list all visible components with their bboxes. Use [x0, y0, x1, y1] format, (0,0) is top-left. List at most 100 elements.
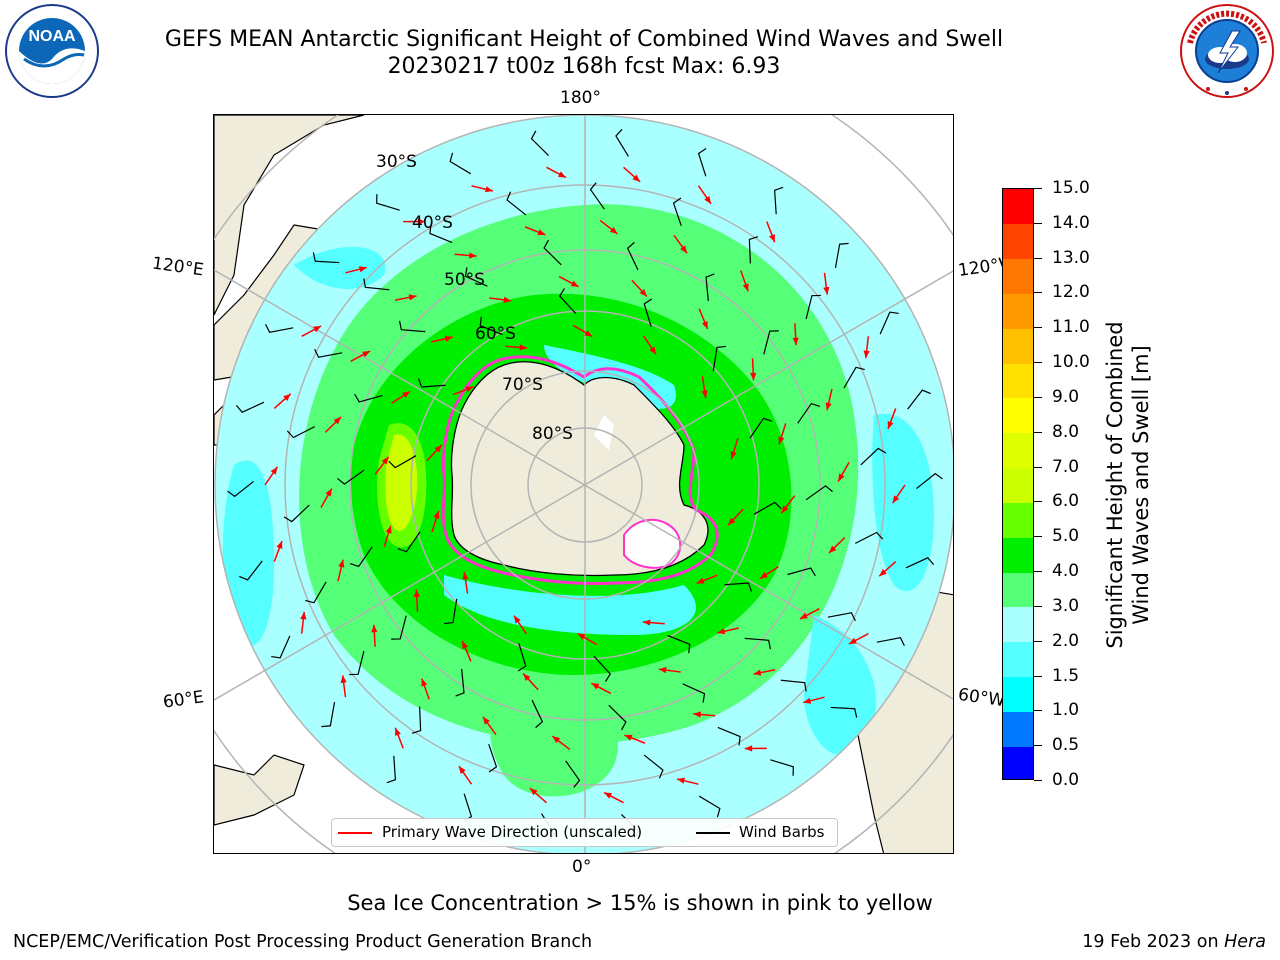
colorbar-segment	[1003, 676, 1033, 712]
wave-arrow-head	[632, 174, 641, 182]
colorbar-title-line1: Significant Height of Combined	[1103, 321, 1127, 649]
colorbar-tick	[1034, 675, 1042, 677]
wave-arrow-head	[879, 569, 887, 577]
wave-arrow-head	[557, 171, 566, 178]
wind-barb	[321, 702, 336, 728]
colorbar-tick	[1034, 362, 1042, 364]
wave-arrow-head	[358, 266, 367, 273]
wind-barb	[712, 345, 726, 372]
wave-arrow-head	[591, 683, 600, 690]
wind-barb	[283, 504, 310, 523]
wind-barb	[239, 560, 263, 581]
wave-arrow-head	[462, 640, 469, 649]
colorbar-tick-label: 10.0	[1052, 352, 1090, 373]
colorbar-tick-label: 1.0	[1052, 700, 1080, 721]
wave-arrow-head	[270, 466, 278, 475]
wind-barb	[787, 567, 816, 577]
wave-arrow-head	[395, 727, 401, 736]
wave-arrow-head	[649, 346, 657, 355]
wave-arrow-head	[604, 792, 613, 799]
wave-arrow-head	[537, 229, 546, 236]
wind-barb	[349, 650, 365, 676]
lat-label-40s: 40°S	[412, 213, 453, 233]
colorbar-segment	[1003, 537, 1033, 573]
wind-barb	[830, 706, 858, 718]
wind-barb	[363, 278, 390, 291]
colorbar-tick	[1034, 188, 1042, 189]
wind-barb	[698, 795, 721, 818]
wind-barb	[417, 378, 446, 388]
wind-barb	[697, 148, 707, 177]
wave-arrow-head	[338, 559, 345, 568]
colorbar-segment	[1003, 189, 1033, 225]
wind-barb	[854, 531, 884, 544]
wind-barb	[843, 366, 865, 389]
wave-arrow-head	[503, 296, 512, 303]
wave-arrow-head	[402, 391, 411, 398]
wind-barb	[354, 393, 383, 403]
wave-arrow-head	[803, 697, 812, 704]
wind-barb	[905, 557, 935, 569]
colorbar-tick-label: 2.0	[1052, 630, 1080, 651]
wind-barb	[770, 759, 794, 776]
lon-label-60e: 60°E	[161, 687, 206, 713]
lon-label-0: 0°	[572, 857, 592, 877]
weddell-sea-ice	[623, 518, 682, 569]
wave-arrow-head	[823, 286, 830, 295]
colorbar-tick	[1034, 745, 1042, 747]
run-date: 19 Feb 2023 on Hera	[1082, 932, 1266, 952]
colorbar-tick-label: 3.0	[1052, 595, 1080, 616]
colorbar-tick-label: 9.0	[1052, 386, 1080, 407]
wave-arrow-head	[680, 245, 687, 254]
sea-ice-edge	[441, 355, 719, 585]
wind-barb	[337, 469, 365, 485]
wind-barbs	[227, 128, 943, 842]
wind-barb	[558, 288, 577, 315]
lat-label-80s: 80°S	[532, 424, 573, 444]
wind-barb	[305, 581, 327, 604]
wind-barb	[444, 598, 458, 625]
wind-barb	[530, 130, 549, 156]
wind-barb	[398, 320, 426, 333]
wave-arrow-head	[750, 372, 757, 381]
wind-barb	[531, 699, 544, 729]
colorbar-tick-label: 13.0	[1052, 247, 1090, 268]
wave-arrow-head	[639, 288, 647, 297]
wind-barb	[565, 760, 581, 788]
wave-arrow-head	[701, 390, 708, 399]
wave-arrow-head	[728, 517, 736, 526]
colorbar-tick-label: 5.0	[1052, 526, 1080, 547]
colorbar-tick-label: 0.0	[1052, 770, 1080, 790]
wind-barb	[593, 655, 612, 682]
wind-barb	[391, 615, 407, 640]
wave-arrow-head	[385, 525, 392, 534]
colorbar-tick-label: 11.0	[1052, 317, 1090, 338]
run-date-on: on	[1196, 932, 1219, 952]
wind-barb	[626, 241, 639, 271]
run-date-value: 19 Feb 2023	[1082, 932, 1192, 952]
colorbar-title-line2: Wind Waves and Swell [m]	[1129, 345, 1153, 625]
wave-arrow-head	[421, 678, 428, 687]
wave-arrow-head	[529, 788, 538, 796]
wave-arrow-head	[276, 540, 283, 549]
chart-title: GEFS MEAN Antarctic Significant Height o…	[164, 27, 1004, 52]
wind-barb	[797, 402, 821, 424]
colorbar-tick	[1034, 571, 1042, 573]
wave-arrow-head	[469, 252, 477, 259]
wind-barb	[744, 637, 772, 650]
credit-text: NCEP/EMC/Verification Post Processing Pr…	[13, 932, 593, 952]
wave-arrow-head	[753, 669, 762, 676]
lat-label-70s: 70°S	[502, 375, 543, 395]
wind-barb	[682, 683, 706, 703]
wave-arrow-head	[677, 777, 685, 784]
wave-arrow-head	[300, 611, 307, 620]
noaa-logo: NOAA	[5, 4, 99, 98]
wave-arrow-head	[742, 283, 749, 292]
run-machine: Hera	[1224, 932, 1266, 952]
wind-barb	[397, 531, 421, 553]
wave-direction-arrows	[264, 166, 906, 804]
wind-barb	[667, 634, 691, 654]
colorbar-tick-label: 0.5	[1052, 735, 1080, 756]
colorbar-segment	[1003, 641, 1033, 678]
wave-arrow-head	[781, 505, 789, 514]
